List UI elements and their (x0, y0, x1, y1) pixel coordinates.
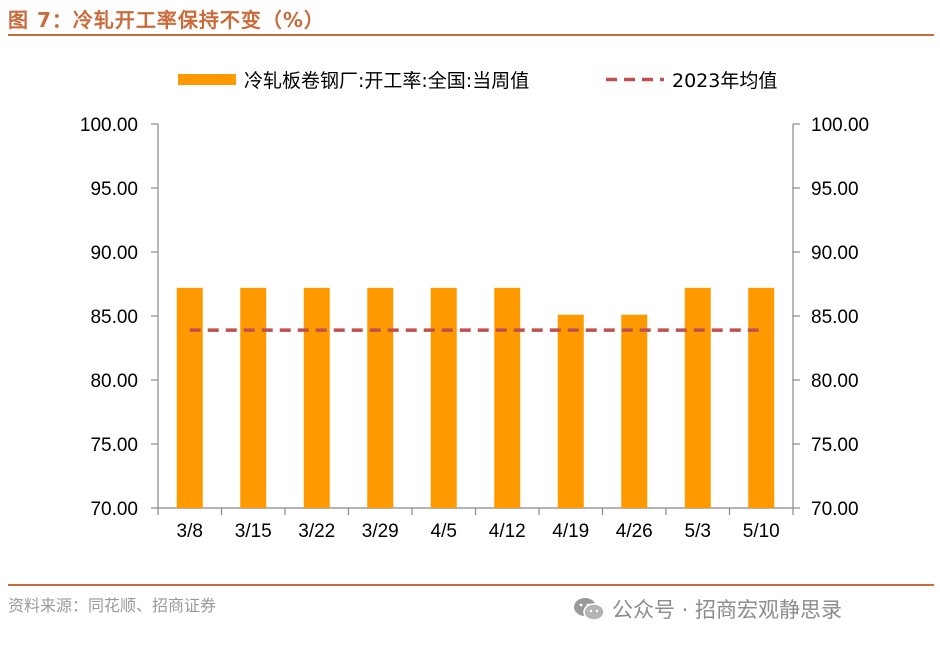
legend-label-line: 2023年均值 (672, 70, 777, 92)
y-tick-label: 70.00 (90, 499, 138, 520)
figure-title: 图 7：冷轧开工率保持不变（%） (8, 8, 325, 32)
y-tick-label: 100.00 (80, 115, 138, 136)
bar (748, 287, 775, 508)
x-tick-label: 3/15 (235, 521, 272, 542)
y2-tick-labels: 70.00 75.00 80.00 85.00 90.00 95.00 100.00 (811, 115, 869, 520)
x-tick-labels: 3/8 3/15 3/22 3/29 4/5 4/12 4/19 4/26 5/3 5/10 (177, 521, 780, 542)
y-tick-label: 95.00 (90, 179, 138, 200)
title-rule (8, 34, 934, 36)
x-tick-label: 4/26 (616, 521, 653, 542)
y-tick-label: 85.00 (90, 307, 138, 328)
y2-tick-label: 90.00 (811, 243, 859, 264)
x-tick-label: 3/8 (177, 521, 203, 542)
y2-tick-label: 80.00 (811, 371, 859, 392)
y-tick-labels: 70.00 75.00 80.00 85.00 90.00 95.00 100.00 (80, 115, 138, 520)
bars (176, 287, 775, 508)
wechat-icon (574, 598, 605, 621)
bar (557, 314, 584, 508)
y2-tick-label: 75.00 (811, 435, 859, 456)
legend-swatch-bar (178, 74, 236, 85)
x-tick-label: 4/12 (489, 521, 526, 542)
bar (430, 287, 457, 508)
x-tick-label: 4/19 (552, 521, 589, 542)
x-tick-label: 3/22 (298, 521, 335, 542)
legend: 冷轧板卷钢厂:开工率:全国:当周值 2023年均值 (178, 70, 777, 92)
bar (684, 287, 711, 508)
bar (240, 287, 267, 508)
y2-tick-label: 100.00 (811, 115, 869, 136)
y2-tick-label: 85.00 (811, 307, 859, 328)
bar (621, 314, 648, 508)
chart: 冷轧板卷钢厂:开工率:全国:当周值 2023年均值 3/8 3/15 3/22 3/29… (80, 70, 869, 542)
x-tick-label: 4/5 (431, 521, 457, 542)
x-tick-label: 5/3 (685, 521, 711, 542)
y2-tick-label: 95.00 (811, 179, 859, 200)
bar (176, 287, 203, 508)
y-tick-label: 75.00 (90, 435, 138, 456)
footer-rule (8, 584, 934, 586)
bar (367, 287, 394, 508)
watermark-text: 公众号 · 招商宏观静思录 (612, 598, 843, 622)
y2-tick-label: 70.00 (811, 499, 859, 520)
legend-label-bar: 冷轧板卷钢厂:开工率:全国:当周值 (244, 70, 529, 92)
x-tick-label: 5/10 (743, 521, 780, 542)
bar (303, 287, 330, 508)
x-tick-label: 3/29 (362, 521, 399, 542)
bar (494, 287, 521, 508)
watermark: 公众号 · 招商宏观静思录 (572, 594, 842, 624)
source-note: 资料来源：同花顺、招商证券 (8, 596, 217, 615)
y-tick-label: 90.00 (90, 243, 138, 264)
y-tick-label: 80.00 (90, 371, 138, 392)
